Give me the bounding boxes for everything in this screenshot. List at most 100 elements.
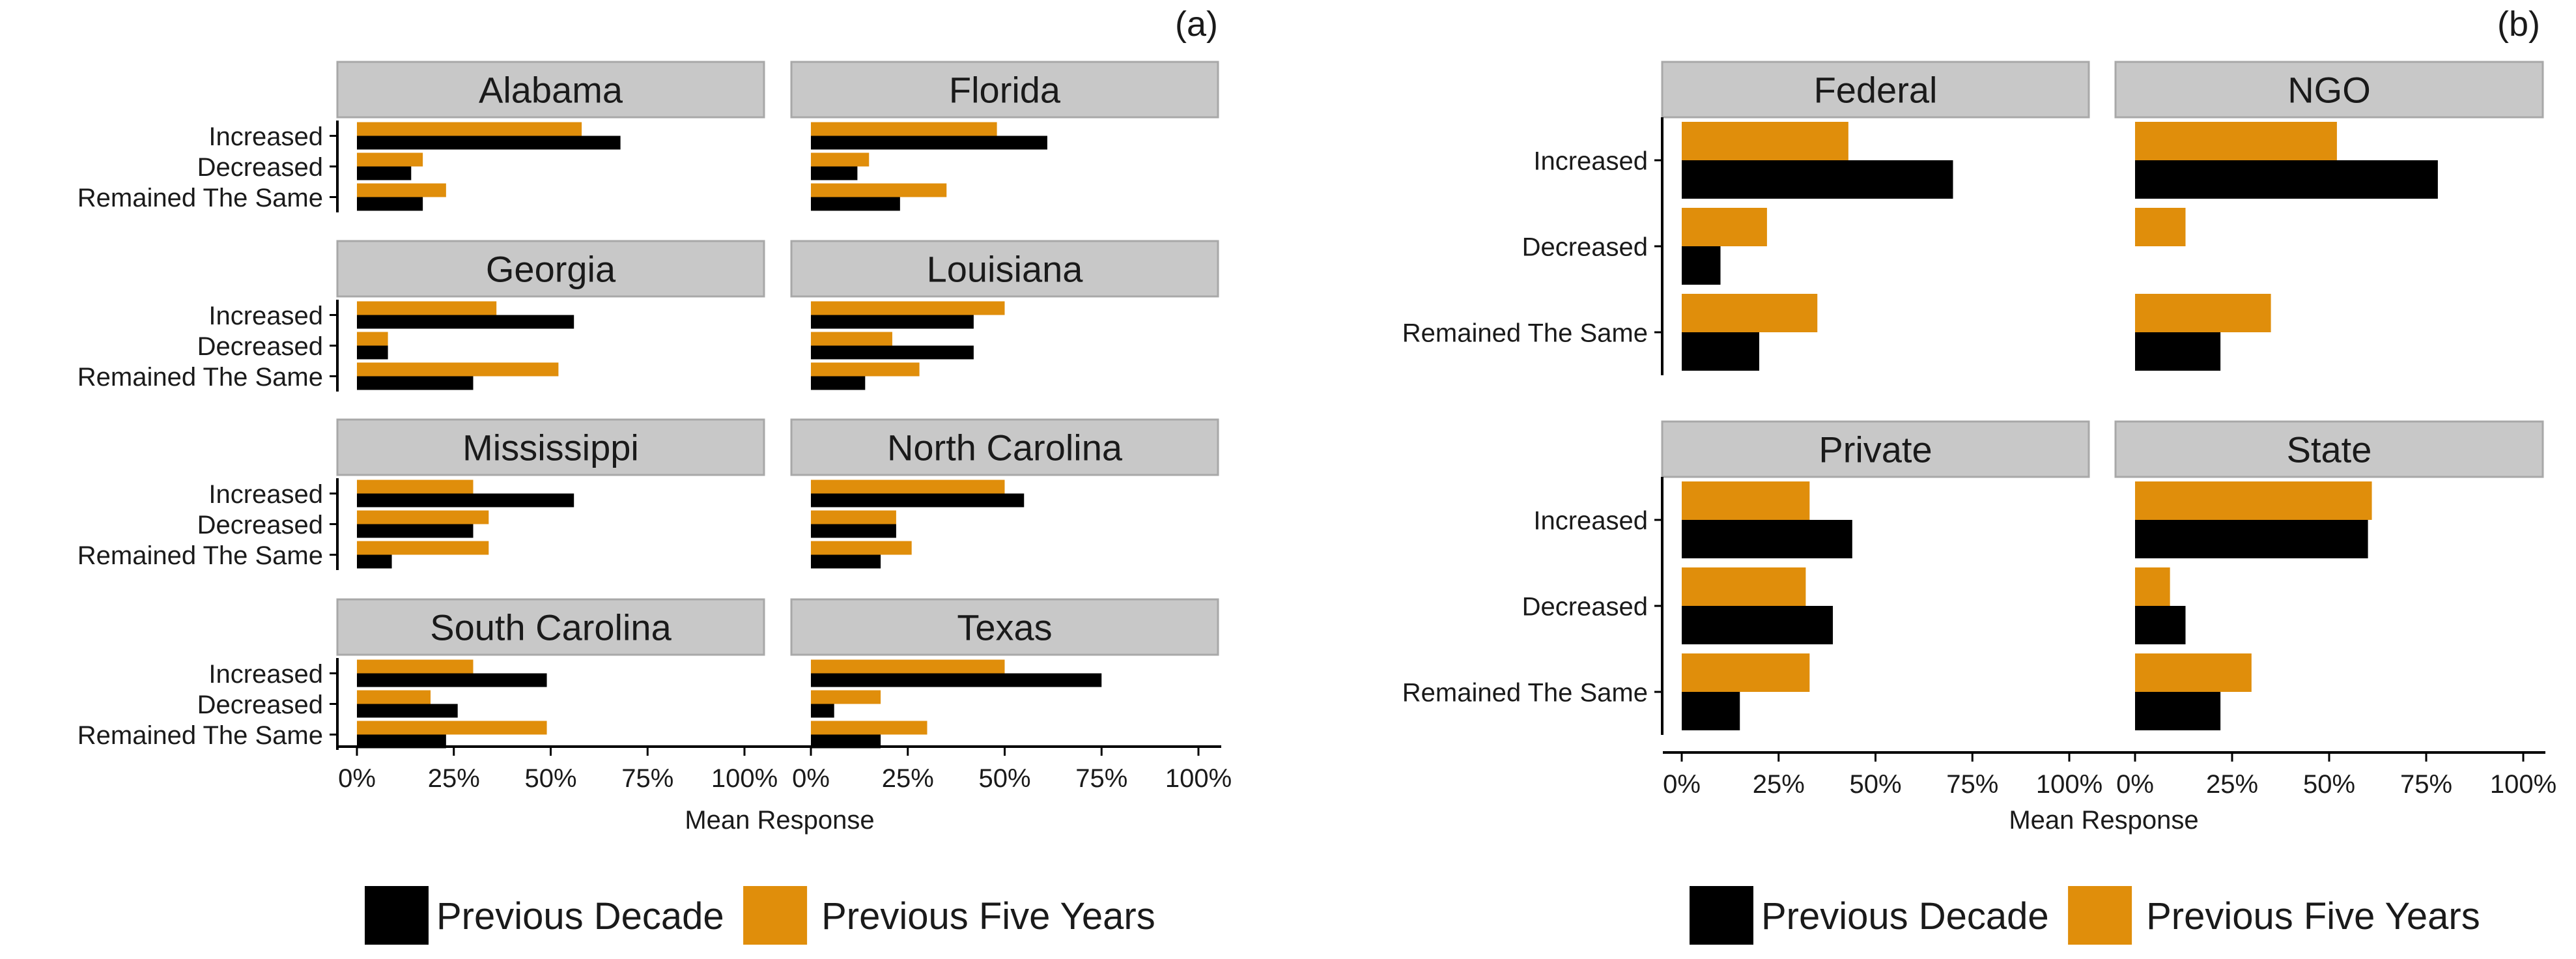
bar-previous-decade bbox=[357, 315, 574, 329]
facet-title: Private bbox=[1819, 429, 1932, 470]
y-tick-label: Decreased bbox=[197, 691, 323, 719]
x-tick-label: 25% bbox=[2206, 770, 2258, 799]
bar-previous-five-years bbox=[811, 122, 997, 136]
x-tick-label: 50% bbox=[1849, 770, 1901, 799]
bar-previous-five-years bbox=[811, 690, 881, 704]
x-tick-label: 0% bbox=[1663, 770, 1701, 799]
bar-previous-five-years bbox=[811, 510, 896, 524]
x-tick-label: 25% bbox=[882, 764, 934, 793]
bar-previous-decade bbox=[2135, 520, 2368, 558]
bar-previous-five-years bbox=[1682, 208, 1767, 246]
x-tick-label: 50% bbox=[2303, 770, 2355, 799]
bar-previous-five-years bbox=[811, 152, 870, 167]
bar-previous-five-years bbox=[811, 332, 892, 346]
bar-previous-decade bbox=[1682, 246, 1721, 285]
x-tick-label: 0% bbox=[2116, 770, 2154, 799]
y-tick-label: Increased bbox=[208, 302, 323, 330]
bar-previous-five-years bbox=[357, 690, 431, 704]
bar-previous-decade bbox=[357, 493, 574, 508]
facet-strip bbox=[2114, 420, 2544, 478]
bar-previous-five-years bbox=[811, 183, 947, 197]
bar-previous-five-years bbox=[1682, 122, 1848, 160]
facet-strip bbox=[1661, 420, 2090, 478]
facet-title: NGO bbox=[2287, 70, 2371, 111]
x-tick-label: 100% bbox=[2490, 770, 2556, 799]
legend-swatch-previous-five-years bbox=[743, 886, 808, 945]
y-tick-label: Decreased bbox=[197, 511, 323, 539]
bar-previous-five-years bbox=[357, 510, 489, 524]
bar-previous-decade bbox=[2135, 692, 2221, 730]
y-tick-label: Remained The Same bbox=[78, 541, 323, 570]
bar-previous-decade bbox=[811, 493, 1025, 508]
panel-label: (a) bbox=[1175, 5, 1218, 44]
bar-previous-decade bbox=[357, 673, 547, 687]
bar-previous-five-years bbox=[811, 480, 1005, 494]
facet-strip bbox=[336, 240, 765, 298]
x-tick-label: 100% bbox=[2036, 770, 2102, 799]
bar-previous-decade bbox=[811, 524, 896, 538]
bar-previous-decade bbox=[811, 734, 881, 749]
bar-previous-five-years bbox=[1682, 294, 1818, 332]
bar-previous-five-years bbox=[811, 362, 920, 377]
bar-previous-decade bbox=[357, 197, 423, 211]
bar-previous-decade bbox=[2135, 606, 2186, 644]
y-tick-label: Increased bbox=[208, 480, 323, 509]
facet-title: South Carolina bbox=[430, 607, 672, 648]
bar-previous-decade bbox=[811, 673, 1102, 687]
facet-strip bbox=[336, 598, 765, 656]
bar-previous-five-years bbox=[357, 362, 559, 377]
bar-previous-decade bbox=[1682, 606, 1833, 644]
bar-previous-five-years bbox=[2135, 481, 2372, 520]
bar-previous-decade bbox=[1682, 160, 1953, 199]
facet-strip bbox=[1661, 61, 2090, 119]
bar-previous-decade bbox=[1682, 520, 1852, 558]
x-tick-label: 0% bbox=[792, 764, 830, 793]
bar-previous-decade bbox=[811, 315, 974, 329]
bar-previous-decade bbox=[357, 704, 458, 718]
y-tick-label: Decreased bbox=[1522, 233, 1648, 261]
bar-previous-five-years bbox=[811, 301, 1005, 315]
bar-previous-five-years bbox=[1682, 481, 1810, 520]
facet-title: Texas bbox=[957, 607, 1052, 648]
facet-title: Georgia bbox=[486, 249, 616, 290]
y-tick-label: Remained The Same bbox=[78, 721, 323, 750]
bar-previous-five-years bbox=[1682, 567, 1806, 606]
bar-previous-five-years bbox=[811, 541, 912, 555]
y-tick-label: Remained The Same bbox=[78, 184, 323, 212]
x-tick-label: 100% bbox=[1165, 764, 1232, 793]
y-tick-label: Increased bbox=[1533, 147, 1648, 175]
bar-previous-decade bbox=[357, 166, 412, 180]
bar-previous-five-years bbox=[2135, 653, 2252, 692]
bar-previous-five-years bbox=[2135, 567, 2170, 606]
y-tick-label: Remained The Same bbox=[78, 363, 323, 392]
facet-title: Louisiana bbox=[927, 249, 1084, 290]
bar-previous-decade bbox=[357, 524, 474, 538]
x-axis-title: Mean Response bbox=[2009, 806, 2198, 835]
x-axis-title: Mean Response bbox=[685, 806, 874, 835]
bar-previous-five-years bbox=[357, 301, 497, 315]
legend-label-previous-five-years: Previous Five Years bbox=[821, 895, 1155, 938]
bar-previous-five-years bbox=[811, 659, 1005, 674]
x-tick-label: 25% bbox=[1753, 770, 1805, 799]
facet-title: Florida bbox=[949, 70, 1061, 111]
facet-title: State bbox=[2287, 429, 2372, 470]
x-tick-label: 75% bbox=[1946, 770, 1998, 799]
bar-previous-decade bbox=[1682, 692, 1740, 730]
x-tick-label: 0% bbox=[338, 764, 376, 793]
facet-title: Alabama bbox=[479, 70, 623, 111]
bar-previous-decade bbox=[811, 704, 834, 718]
legend-swatch-previous-five-years bbox=[2068, 886, 2132, 945]
facet-title: Federal bbox=[1814, 70, 1938, 111]
bar-previous-five-years bbox=[811, 721, 927, 735]
facet-strip bbox=[2114, 61, 2544, 119]
bar-previous-five-years bbox=[357, 152, 423, 167]
x-tick-label: 75% bbox=[2400, 770, 2452, 799]
x-tick-label: 50% bbox=[524, 764, 576, 793]
bar-previous-decade bbox=[357, 554, 392, 569]
bar-previous-decade bbox=[357, 136, 621, 150]
bar-previous-five-years bbox=[357, 541, 489, 555]
facet-strip bbox=[790, 418, 1219, 476]
bar-previous-five-years bbox=[2135, 122, 2337, 160]
